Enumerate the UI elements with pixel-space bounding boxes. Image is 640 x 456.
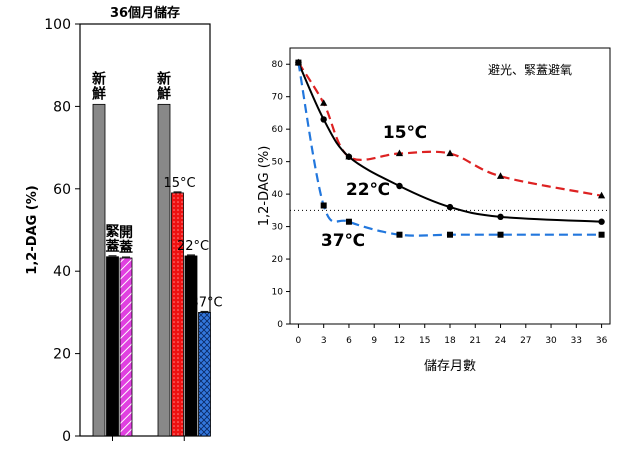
series-2-point [598, 231, 605, 238]
bar-y-tick-label: 80 [53, 99, 71, 115]
series-label-0: 15℃ [383, 123, 427, 143]
line-x-tick-label: 12 [394, 336, 405, 346]
line-annotation: 避光、緊蓋避氧 [488, 63, 572, 77]
bar-label: 37°C [191, 295, 223, 310]
line-x-tick-label: 6 [346, 336, 352, 346]
bar-y-tick-label: 60 [53, 182, 71, 198]
bar-label: 22°C [177, 239, 209, 254]
series-label-1: 22℃ [346, 180, 390, 200]
line-x-tick-label: 21 [470, 336, 481, 346]
bar-label: 新鮮 [92, 70, 106, 102]
line-x-tick-label: 33 [571, 336, 582, 346]
line-y-tick-label: 30 [272, 223, 284, 233]
series-2-point [447, 231, 453, 238]
line-x-tick-label: 30 [545, 336, 557, 346]
bar-y-tick-label: 20 [53, 347, 71, 363]
series-1-point [320, 116, 327, 123]
line-y-axis-label: 1,2-DAG (%) [257, 146, 272, 227]
line-x-tick-label: 0 [296, 336, 302, 346]
line-x-tick-label: 3 [321, 336, 327, 346]
series-2-point [295, 59, 302, 66]
bar-0-2 [119, 257, 133, 437]
line-y-tick-label: 10 [272, 288, 284, 298]
line-x-tick-label: 9 [371, 336, 377, 346]
series-line-1 [297, 62, 602, 223]
line-y-tick-label: 60 [272, 125, 284, 135]
line-x-tick-label: 27 [520, 336, 531, 346]
bar-y-tick-label: 0 [62, 429, 71, 445]
line-y-tick-label: 70 [272, 93, 284, 103]
line-y-tick-label: 80 [272, 60, 284, 70]
series-2-point [345, 218, 352, 225]
series-2-point [497, 231, 504, 238]
series-0-point [496, 172, 505, 179]
line-x-tick-label: 24 [495, 336, 507, 346]
line-y-tick-label: 0 [277, 320, 283, 330]
bar-y-tick-label: 40 [53, 264, 71, 280]
line-y-tick-label: 50 [272, 158, 284, 168]
line-chart-panel: 0 3 6 9 12 15 18 21 24 27 30 33 3601020304050607080儲… [257, 47, 611, 374]
series-2-point [320, 202, 327, 209]
bar-y-axis-label: 1,2-DAG (%) [25, 185, 40, 274]
line-x-tick-label: 36 [596, 336, 608, 346]
bar-plot-frame [79, 23, 211, 437]
line-x-axis-label: 儲存月數 [424, 359, 476, 374]
bar-1-3 [198, 311, 211, 437]
series-1-point [598, 218, 605, 225]
series-0-point [446, 149, 454, 157]
bar-0-1 [106, 256, 119, 437]
bar-0-0 [92, 103, 106, 437]
series-1-point [345, 153, 353, 160]
bar-label: 開蓋 [119, 225, 133, 256]
line-x-tick-label: 18 [444, 336, 456, 346]
series-1-point [497, 213, 504, 221]
series-1-point [396, 182, 403, 190]
series-label-2: 37℃ [321, 231, 365, 251]
bar-1-1 [171, 192, 184, 437]
line-y-tick-label: 40 [272, 190, 284, 200]
bar-1-0 [157, 103, 171, 437]
series-0-point [395, 149, 404, 157]
line-x-tick-label: 15 [419, 336, 430, 346]
bar-chart-title: 36個月儲存 [110, 5, 180, 21]
bar-y-tick-label: 100 [44, 17, 71, 33]
bar-label: 15°C [164, 176, 196, 191]
bar-label: 新鮮 [157, 70, 171, 102]
series-2-point [396, 231, 403, 238]
series-line-0 [297, 62, 602, 197]
bar-1-2 [184, 255, 198, 437]
series-1-point [446, 203, 454, 211]
series-0-point [597, 191, 606, 199]
line-plot-frame [289, 47, 611, 325]
bar-label: 緊蓋 [106, 223, 120, 255]
series-0-point [320, 99, 328, 106]
line-y-tick-label: 20 [272, 255, 284, 265]
